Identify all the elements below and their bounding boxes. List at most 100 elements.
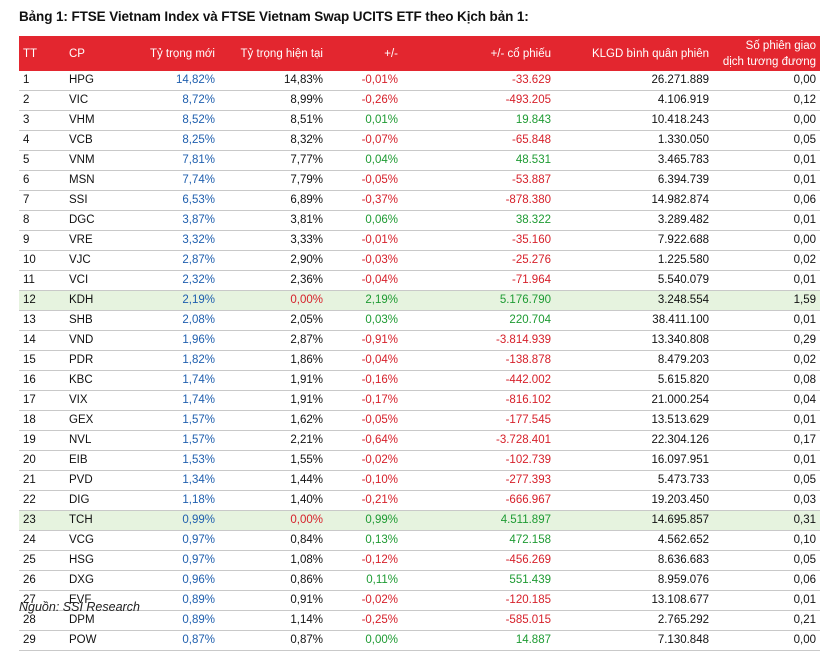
cell-share-change: -816.102	[402, 390, 555, 411]
cell-tt: 15	[19, 350, 65, 371]
cell-sessions: 1,59	[713, 290, 820, 311]
cell-tt: 17	[19, 390, 65, 411]
table-row: 13 SHB 2,08% 2,05% 0,03% 220.704 38.411.100 0,0…	[19, 310, 820, 331]
cell-change: -0,01%	[327, 71, 402, 91]
cell-cp: GEX	[65, 410, 132, 431]
cell-share-change: 551.439	[402, 570, 555, 591]
cell-avg-volume: 7.130.848	[555, 630, 713, 651]
cell-avg-volume: 13.340.808	[555, 330, 713, 351]
cell-cp: VIC	[65, 90, 132, 111]
cell-tt: 9	[19, 230, 65, 251]
table-row: 8 DGC 3,87% 3,81% 0,06% 38.322 3.289.482 0,01	[19, 210, 820, 231]
table-row: 27 EVF 0,89% 0,91% -0,02% -120.185 13.108.677 0…	[19, 590, 820, 611]
header-cp: CP	[69, 47, 85, 60]
cell-change: 0,99%	[327, 510, 402, 531]
cell-sessions: 0,04	[713, 390, 820, 411]
cell-sessions: 0,01	[713, 450, 820, 471]
cell-change: 2,19%	[327, 290, 402, 311]
cell-share-change: 5.176.790	[402, 290, 555, 311]
header-avg-volume: KLGD bình quân phiên	[591, 47, 709, 60]
cell-new-weight: 7,81%	[132, 150, 219, 171]
cell-cp: TCH	[65, 510, 132, 531]
cell-cp: KBC	[65, 370, 132, 391]
cell-avg-volume: 21.000.254	[555, 390, 713, 411]
cell-sessions: 0,29	[713, 330, 820, 351]
table-row: 22 DIG 1,18% 1,40% -0,21% -666.967 19.203.450 0…	[19, 490, 820, 511]
cell-share-change: 14.887	[402, 630, 555, 651]
table-row: 24 VCG 0,97% 0,84% 0,13% 472.158 4.562.652 0,10	[19, 530, 820, 551]
cell-cp: VND	[65, 330, 132, 351]
cell-cp: SHB	[65, 310, 132, 331]
cell-change: -0,64%	[327, 430, 402, 451]
cell-new-weight: 8,52%	[132, 110, 219, 131]
cell-cp: DGC	[65, 210, 132, 231]
cell-share-change: 220.704	[402, 310, 555, 331]
table-row: 2 VIC 8,72% 8,99% -0,26% -493.205 4.106.919 0,1…	[19, 90, 820, 111]
cell-cp: EVF	[65, 590, 132, 611]
cell-new-weight: 2,19%	[132, 290, 219, 311]
table-title: Bảng 1: FTSE Vietnam Index và FTSE Vietn…	[19, 9, 529, 24]
cell-share-change: -35.160	[402, 230, 555, 251]
cell-cp: SSI	[65, 190, 132, 211]
cell-sessions: 0,00	[713, 71, 820, 91]
table-row: 7 SSI 6,53% 6,89% -0,37% -878.380 14.982.874 0,…	[19, 190, 820, 211]
cell-avg-volume: 5.615.820	[555, 370, 713, 391]
cell-current-weight: 2,05%	[219, 310, 327, 331]
cell-sessions: 0,06	[713, 570, 820, 591]
cell-current-weight: 1,62%	[219, 410, 327, 431]
table-row: 17 VIX 1,74% 1,91% -0,17% -816.102 21.000.254 0…	[19, 390, 820, 411]
table-row: 12 KDH 2,19% 0,00% 2,19% 5.176.790 3.248.554 1,…	[19, 290, 820, 311]
cell-sessions: 0,21	[713, 610, 820, 631]
cell-new-weight: 2,08%	[132, 310, 219, 331]
cell-share-change: -3.728.401	[402, 430, 555, 451]
cell-change: -0,26%	[327, 90, 402, 111]
cell-share-change: 38.322	[402, 210, 555, 231]
cell-share-change: -65.848	[402, 130, 555, 151]
cell-avg-volume: 14.982.874	[555, 190, 713, 211]
cell-avg-volume: 22.304.126	[555, 430, 713, 451]
cell-tt: 18	[19, 410, 65, 431]
table-header-row: TT CP Tỷ trọng mới Tỷ trọng hiện tại +/-…	[19, 36, 820, 71]
cell-tt: 2	[19, 90, 65, 111]
cell-sessions: 0,00	[713, 230, 820, 251]
cell-share-change: -442.002	[402, 370, 555, 391]
cell-tt: 7	[19, 190, 65, 211]
cell-change: -0,25%	[327, 610, 402, 631]
cell-current-weight: 0,86%	[219, 570, 327, 591]
cell-new-weight: 1,57%	[132, 410, 219, 431]
cell-cp: VHM	[65, 110, 132, 131]
cell-current-weight: 14,83%	[219, 71, 327, 91]
cell-cp: EIB	[65, 450, 132, 471]
cell-sessions: 0,01	[713, 270, 820, 291]
cell-avg-volume: 3.289.482	[555, 210, 713, 231]
cell-sessions: 0,01	[713, 210, 820, 231]
cell-current-weight: 2,36%	[219, 270, 327, 291]
cell-tt: 19	[19, 430, 65, 451]
cell-share-change: -666.967	[402, 490, 555, 511]
cell-new-weight: 0,97%	[132, 550, 219, 571]
cell-share-change: -277.393	[402, 470, 555, 491]
cell-current-weight: 7,79%	[219, 170, 327, 191]
cell-share-change: -120.185	[402, 590, 555, 611]
cell-current-weight: 0,87%	[219, 630, 327, 651]
cell-share-change: -177.545	[402, 410, 555, 431]
cell-avg-volume: 1.225.580	[555, 250, 713, 271]
cell-cp: DIG	[65, 490, 132, 511]
cell-current-weight: 1,55%	[219, 450, 327, 471]
cell-change: 0,11%	[327, 570, 402, 591]
cell-tt: 24	[19, 530, 65, 551]
cell-share-change: -138.878	[402, 350, 555, 371]
cell-avg-volume: 4.562.652	[555, 530, 713, 551]
cell-new-weight: 0,97%	[132, 530, 219, 551]
table-body: 1 HPG 14,82% 14,83% -0,01% -33.629 26.271.889 0…	[19, 71, 820, 651]
cell-cp: MSN	[65, 170, 132, 191]
cell-avg-volume: 8.479.203	[555, 350, 713, 371]
cell-change: -0,16%	[327, 370, 402, 391]
cell-avg-volume: 2.765.292	[555, 610, 713, 631]
table-row: 28 DPM 0,89% 1,14% -0,25% -585.015 2.765.292 0,…	[19, 610, 820, 631]
index-weight-table: TT CP Tỷ trọng mới Tỷ trọng hiện tại +/-…	[19, 36, 820, 651]
cell-new-weight: 1,74%	[132, 390, 219, 411]
cell-new-weight: 0,89%	[132, 590, 219, 611]
cell-share-change: 48.531	[402, 150, 555, 171]
table-row: 14 VND 1,96% 2,87% -0,91% -3.814.939 13.340.80…	[19, 330, 820, 351]
